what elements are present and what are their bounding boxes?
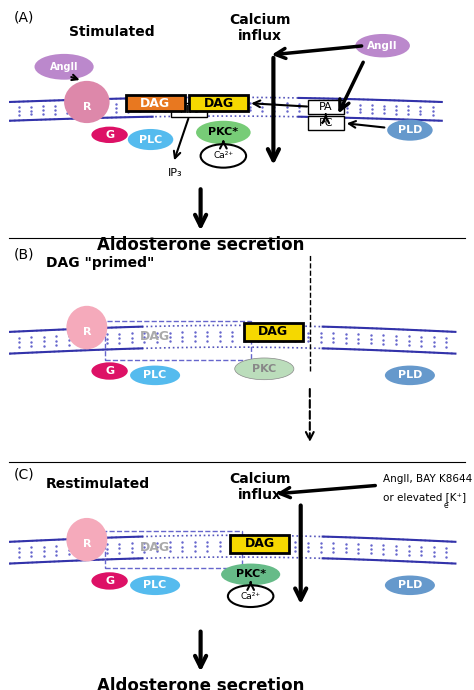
Ellipse shape [387, 119, 433, 141]
Text: R: R [82, 327, 91, 337]
FancyBboxPatch shape [189, 95, 248, 111]
Text: PLC: PLC [144, 580, 167, 590]
Text: R: R [82, 101, 91, 112]
Ellipse shape [91, 572, 128, 590]
Text: PLC: PLC [144, 371, 167, 380]
Text: PA: PA [319, 101, 333, 112]
Text: e: e [444, 500, 449, 509]
Text: DAG: DAG [204, 97, 234, 110]
Text: Ca²⁺: Ca²⁺ [241, 591, 261, 601]
Text: G: G [105, 576, 114, 586]
Text: Calcium
influx: Calcium influx [229, 472, 291, 502]
Text: DAG: DAG [140, 97, 170, 110]
Text: IP₃: IP₃ [168, 168, 183, 177]
Text: (C): (C) [14, 468, 35, 482]
Ellipse shape [91, 362, 128, 380]
Ellipse shape [66, 518, 107, 562]
FancyBboxPatch shape [126, 95, 185, 111]
Text: AngII: AngII [50, 62, 78, 72]
Text: AngII: AngII [367, 41, 398, 50]
Text: DAG: DAG [140, 541, 170, 554]
FancyBboxPatch shape [308, 116, 344, 130]
Text: (B): (B) [14, 247, 35, 261]
Text: or elevated [K⁺]: or elevated [K⁺] [383, 492, 466, 502]
Circle shape [228, 585, 273, 607]
Ellipse shape [130, 366, 180, 385]
Circle shape [201, 144, 246, 168]
Text: Aldosterone secretion: Aldosterone secretion [97, 677, 304, 690]
Text: PC: PC [319, 118, 333, 128]
Text: Ca²⁺: Ca²⁺ [213, 151, 233, 161]
Text: G: G [105, 130, 114, 140]
Text: DAG "primed": DAG "primed" [46, 256, 154, 270]
Text: PLC: PLC [139, 135, 162, 144]
Text: DAG: DAG [245, 538, 275, 551]
Text: PLD: PLD [398, 580, 422, 590]
Ellipse shape [385, 575, 435, 595]
Text: PKC*: PKC* [208, 128, 238, 137]
Ellipse shape [91, 126, 128, 143]
Text: (A): (A) [14, 10, 35, 24]
Text: Stimulated: Stimulated [69, 25, 154, 39]
Text: R: R [82, 539, 91, 549]
Text: PKC*: PKC* [236, 569, 266, 580]
Ellipse shape [356, 34, 410, 57]
Ellipse shape [235, 358, 294, 380]
FancyBboxPatch shape [171, 103, 208, 117]
Ellipse shape [35, 54, 94, 79]
Text: Calcium
influx: Calcium influx [229, 13, 291, 43]
Text: Aldosterone secretion: Aldosterone secretion [97, 236, 304, 254]
Ellipse shape [128, 129, 173, 150]
Text: PLD: PLD [398, 371, 422, 380]
FancyBboxPatch shape [230, 535, 289, 553]
Text: PKC: PKC [252, 364, 276, 374]
FancyBboxPatch shape [308, 99, 344, 114]
Text: AngII, BAY K8644: AngII, BAY K8644 [383, 475, 472, 484]
Ellipse shape [196, 121, 251, 144]
Ellipse shape [130, 575, 180, 595]
Ellipse shape [64, 81, 109, 123]
Text: Restimulated: Restimulated [46, 477, 150, 491]
Text: G: G [105, 366, 114, 376]
Text: DAG: DAG [258, 326, 289, 338]
FancyBboxPatch shape [244, 323, 303, 341]
Ellipse shape [221, 564, 280, 585]
Text: PIP₂: PIP₂ [180, 105, 199, 115]
Text: PLD: PLD [398, 125, 422, 135]
Text: DAG: DAG [140, 330, 170, 343]
Ellipse shape [385, 366, 435, 385]
Ellipse shape [66, 306, 107, 349]
